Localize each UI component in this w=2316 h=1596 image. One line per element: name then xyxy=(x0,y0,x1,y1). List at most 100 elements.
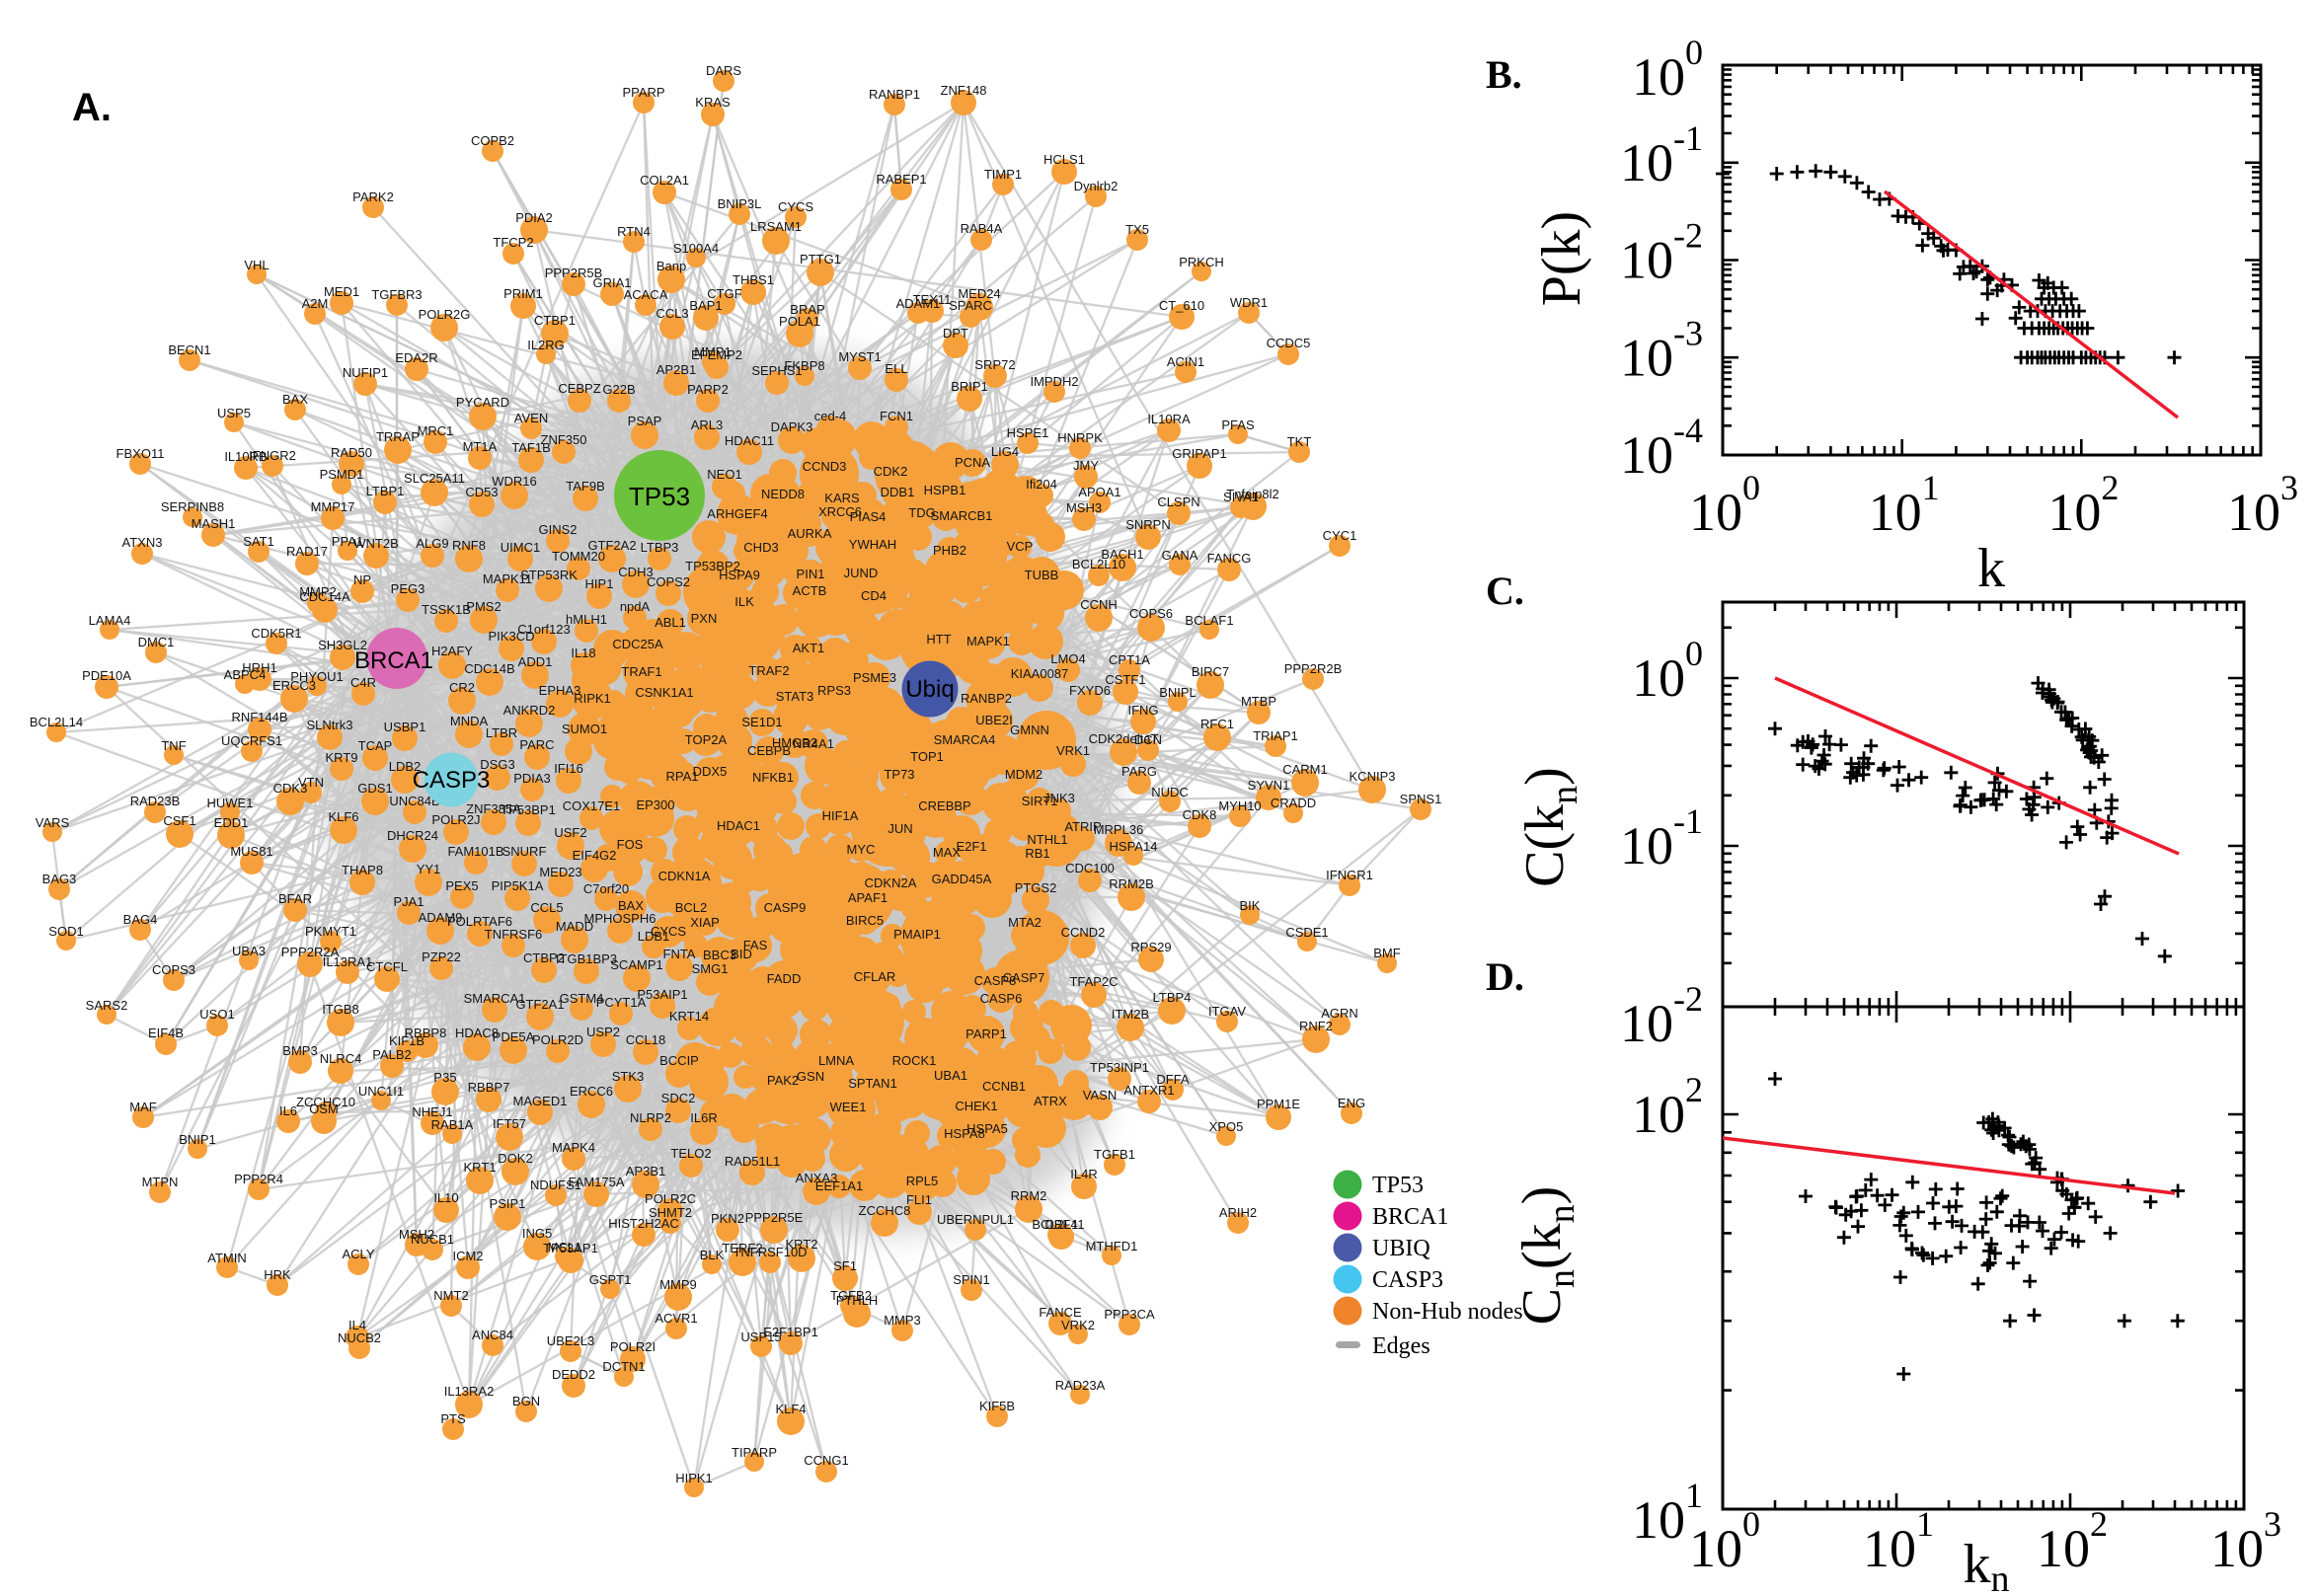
svg-text:CASP9: CASP9 xyxy=(764,900,807,915)
svg-text:BBC3: BBC3 xyxy=(703,948,736,962)
svg-text:CCND3: CCND3 xyxy=(803,459,847,474)
svg-text:SHMT2: SHMT2 xyxy=(649,1205,692,1220)
svg-text:CSNK1A1: CSNK1A1 xyxy=(635,685,693,700)
svg-text:UIMC1: UIMC1 xyxy=(501,540,540,555)
svg-text:KIF5B: KIF5B xyxy=(979,1399,1015,1413)
svg-text:TIPARP: TIPARP xyxy=(732,1445,777,1460)
svg-text:PIAS4: PIAS4 xyxy=(850,509,887,524)
svg-text:HUWE1: HUWE1 xyxy=(207,796,254,810)
svg-text:CDK5R1: CDK5R1 xyxy=(251,626,301,641)
svg-text:MYH10: MYH10 xyxy=(1218,798,1261,813)
svg-text:JUND: JUND xyxy=(844,566,879,580)
svg-text:SMARCB1: SMARCB1 xyxy=(931,508,993,523)
svg-text:RAD17: RAD17 xyxy=(286,544,328,559)
svg-text:TGFB2: TGFB2 xyxy=(830,1288,872,1303)
svg-text:CTBP1: CTBP1 xyxy=(534,313,576,328)
svg-text:NP: NP xyxy=(353,572,371,587)
svg-text:BCLAF1: BCLAF1 xyxy=(1185,613,1233,628)
svg-text:GMNN: GMNN xyxy=(1010,722,1049,737)
svg-text:TAF9B: TAF9B xyxy=(566,479,605,494)
svg-text:DDB1: DDB1 xyxy=(881,485,915,499)
svg-text:CCNB1: CCNB1 xyxy=(982,1079,1026,1094)
svg-text:PEX5: PEX5 xyxy=(445,878,478,893)
svg-text:PPA1: PPA1 xyxy=(332,534,363,549)
svg-text:HIF1A: HIF1A xyxy=(822,808,859,823)
svg-text:BAG4: BAG4 xyxy=(123,912,158,927)
svg-text:RAD23A: RAD23A xyxy=(1055,1378,1106,1393)
svg-text:RNF144B: RNF144B xyxy=(231,710,287,724)
svg-text:TGFBR3: TGFBR3 xyxy=(371,287,422,302)
svg-text:P53AIP1: P53AIP1 xyxy=(637,987,687,1002)
svg-text:POLR2D: POLR2D xyxy=(532,1032,583,1047)
svg-text:NTHL1: NTHL1 xyxy=(1027,832,1067,847)
svg-text:GDS1: GDS1 xyxy=(357,781,392,796)
svg-text:UQCRFS1: UQCRFS1 xyxy=(221,733,282,748)
svg-text:LDB2: LDB2 xyxy=(389,759,422,774)
svg-text:MT1A: MT1A xyxy=(463,439,498,454)
svg-text:CR2: CR2 xyxy=(449,680,475,695)
svg-text:XIAP: XIAP xyxy=(690,915,720,930)
svg-text:DARS: DARS xyxy=(706,63,741,78)
svg-text:RBBP7: RBBP7 xyxy=(468,1080,510,1095)
svg-text:CREBBP: CREBBP xyxy=(918,798,970,813)
svg-text:PDIA2: PDIA2 xyxy=(515,210,553,225)
svg-text:KIF1B: KIF1B xyxy=(389,1033,425,1048)
svg-text:NEO1: NEO1 xyxy=(707,467,741,482)
svg-text:ITGAV: ITGAV xyxy=(1208,1004,1246,1019)
svg-text:Ifi204: Ifi204 xyxy=(1026,477,1057,492)
svg-text:CDC14A: CDC14A xyxy=(299,589,350,604)
svg-text:IL6: IL6 xyxy=(279,1103,297,1118)
svg-text:RAD50: RAD50 xyxy=(331,445,372,460)
svg-text:PXN: PXN xyxy=(691,611,718,626)
svg-text:BECN1: BECN1 xyxy=(168,342,210,357)
svg-text:IL2RG: IL2RG xyxy=(527,338,565,352)
svg-text:BCL2: BCL2 xyxy=(675,900,708,915)
svg-text:SNRPN: SNRPN xyxy=(1125,517,1171,532)
svg-text:SLC25A11: SLC25A11 xyxy=(404,471,465,486)
svg-text:MAX: MAX xyxy=(933,845,962,860)
svg-text:IFI16: IFI16 xyxy=(554,761,583,776)
svg-text:SH3GL2: SH3GL2 xyxy=(318,638,367,652)
svg-text:PARC: PARC xyxy=(519,737,554,752)
svg-text:CASP3: CASP3 xyxy=(413,767,491,794)
svg-text:S100A4: S100A4 xyxy=(673,241,719,256)
svg-text:UBE2L3: UBE2L3 xyxy=(547,1333,594,1348)
svg-text:APOA1: APOA1 xyxy=(1078,485,1120,499)
svg-text:LAMA4: LAMA4 xyxy=(89,613,131,628)
svg-text:RTN4: RTN4 xyxy=(617,224,651,239)
svg-text:CSF1: CSF1 xyxy=(163,813,195,828)
svg-text:PIP5K1A: PIP5K1A xyxy=(492,878,544,893)
svg-text:PEG3: PEG3 xyxy=(391,581,425,596)
svg-text:ARIH2: ARIH2 xyxy=(1219,1205,1257,1220)
svg-text:WNT2B: WNT2B xyxy=(353,536,399,551)
svg-text:BAX: BAX xyxy=(282,392,308,407)
svg-text:PSIP1: PSIP1 xyxy=(490,1196,526,1211)
svg-text:YWHAH: YWHAH xyxy=(849,537,896,552)
svg-text:PIK3CD: PIK3CD xyxy=(489,629,535,644)
svg-text:RPS29: RPS29 xyxy=(1130,940,1171,954)
svg-text:CDK8: CDK8 xyxy=(1183,807,1217,822)
svg-text:DDX5: DDX5 xyxy=(693,764,728,779)
svg-text:Dynlrb2: Dynlrb2 xyxy=(1074,179,1119,193)
svg-text:ZCCHC10: ZCCHC10 xyxy=(296,1095,355,1109)
svg-text:UBA1: UBA1 xyxy=(934,1068,967,1083)
svg-text:ATXN3: ATXN3 xyxy=(122,535,163,550)
svg-text:PRKCH: PRKCH xyxy=(1179,255,1224,269)
svg-text:WEE1: WEE1 xyxy=(830,1100,867,1114)
svg-text:TRRAP: TRRAP xyxy=(376,429,420,444)
svg-text:HSPE1: HSPE1 xyxy=(1007,425,1049,440)
svg-text:BNIP1: BNIP1 xyxy=(179,1132,216,1147)
svg-text:PSAP: PSAP xyxy=(628,414,662,428)
svg-text:npdA: npdA xyxy=(620,599,651,614)
svg-text:KRT1: KRT1 xyxy=(464,1160,497,1175)
svg-text:PARP1: PARP1 xyxy=(965,1026,1007,1041)
svg-text:ROCK1: ROCK1 xyxy=(892,1053,937,1068)
svg-text:THBS1: THBS1 xyxy=(733,272,774,287)
svg-text:PDE5A: PDE5A xyxy=(493,1029,535,1044)
svg-text:BAX: BAX xyxy=(618,898,644,913)
svg-text:PTGS2: PTGS2 xyxy=(1015,880,1057,895)
svg-text:ATMIN: ATMIN xyxy=(207,1251,246,1265)
svg-text:APAF1: APAF1 xyxy=(848,890,888,905)
svg-text:HDAC8: HDAC8 xyxy=(455,1026,499,1040)
svg-text:P35: P35 xyxy=(433,1070,456,1085)
